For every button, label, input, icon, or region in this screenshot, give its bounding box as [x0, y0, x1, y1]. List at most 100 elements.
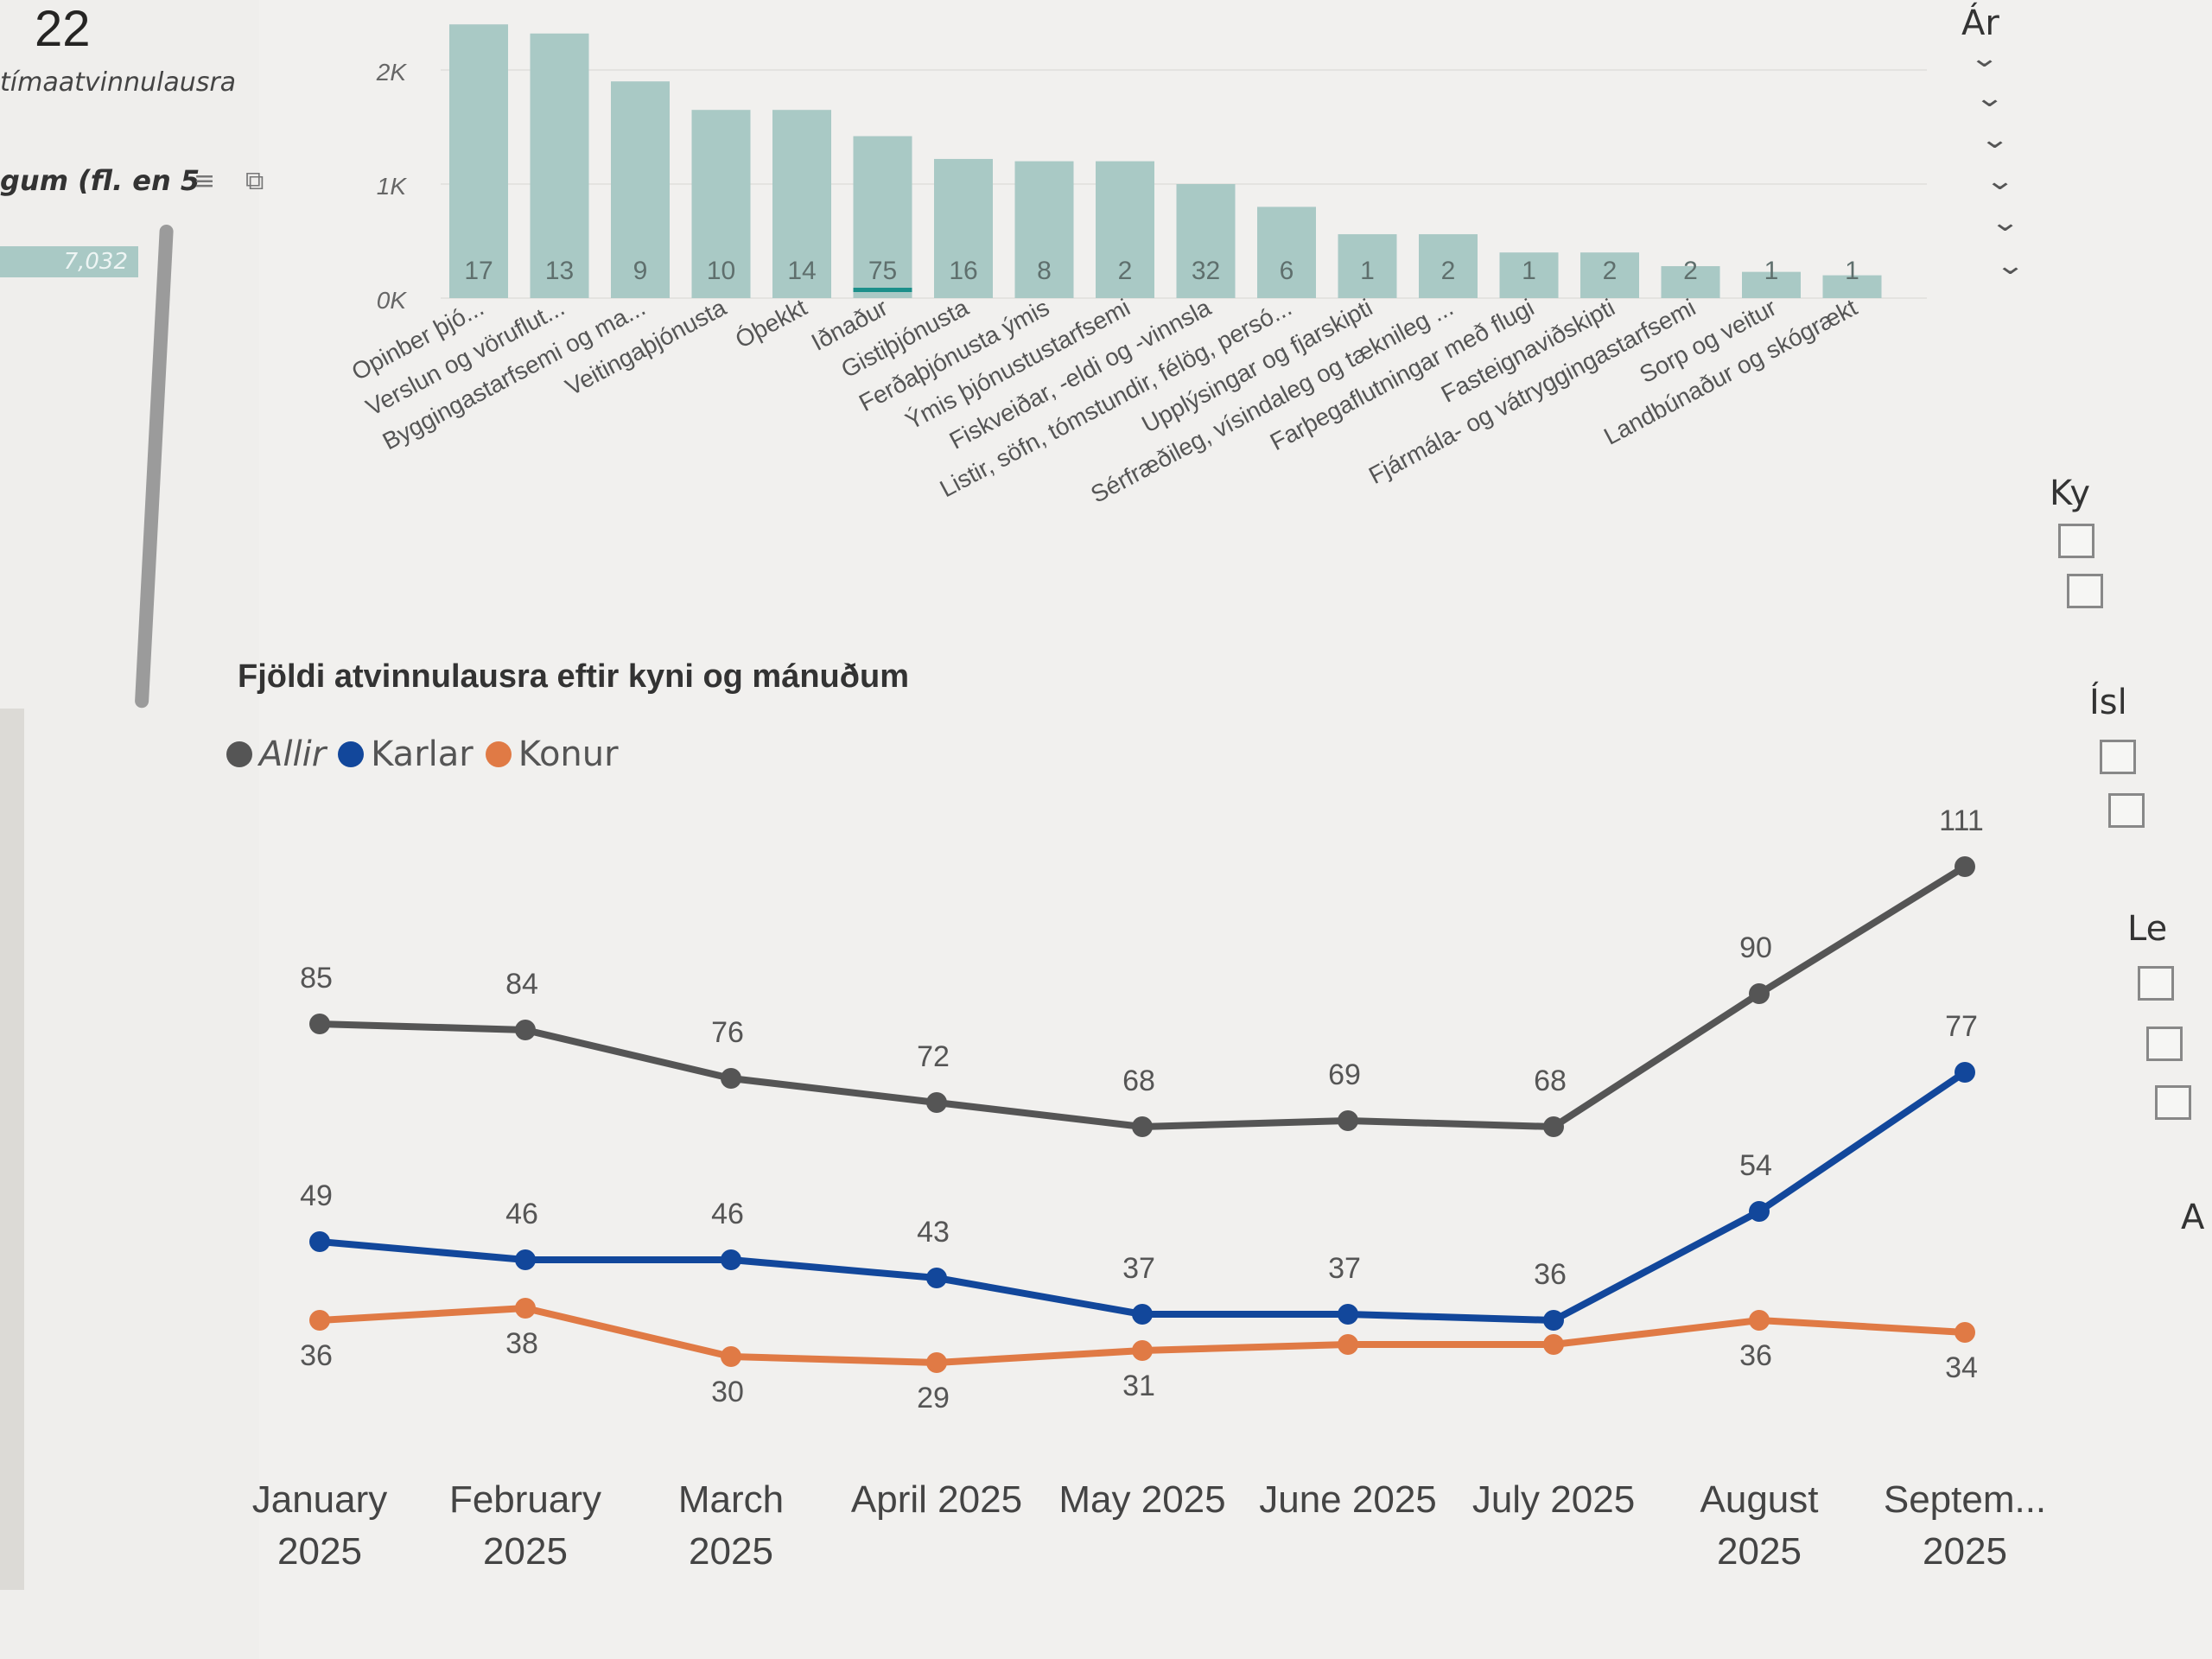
data-point-karlar — [309, 1231, 330, 1252]
legend-item-konur[interactable]: Konur — [485, 734, 619, 774]
data-point-konur — [515, 1298, 536, 1319]
legend-dot-icon — [226, 741, 252, 767]
chevron-down-icon[interactable]: ⌄ — [1979, 124, 2011, 155]
data-label-karlar: 77 — [1945, 1010, 1978, 1043]
data-label-allir: 85 — [300, 962, 333, 995]
line-chart-legend: Allir Karlar Konur — [226, 734, 619, 774]
bar-data-label: 9 — [633, 257, 648, 285]
year-slicer-title: Ár — [1961, 3, 1999, 43]
bar-data-label: 1 — [1522, 257, 1536, 285]
data-label-karlar: 43 — [917, 1216, 950, 1249]
data-point-allir — [1132, 1116, 1153, 1137]
bar-data-label: 2 — [1118, 257, 1133, 285]
legend-dot-icon — [485, 741, 512, 767]
focus-mode-icon[interactable]: ⧉ — [245, 166, 264, 196]
x-axis-label: May 2025 — [1058, 1478, 1225, 1521]
lei-checkbox[interactable] — [2155, 1085, 2191, 1120]
bar — [1661, 266, 1720, 298]
x-axis-label: 2025 — [1717, 1530, 1802, 1573]
legend-label: Konur — [518, 734, 619, 774]
gender-checkbox[interactable] — [2058, 524, 2094, 558]
slicer-panel: Ár ⌄ ⌄ ⌄ ⌄ ⌄ ⌄ Ky Ísl Le A — [1936, 0, 2212, 1659]
bar — [1499, 252, 1559, 298]
data-label-allir: 76 — [711, 1016, 744, 1049]
kpi-label: tímaatvinnulausra — [0, 67, 237, 98]
data-label-allir: 68 — [1534, 1065, 1567, 1097]
x-axis-label: August — [1700, 1478, 1819, 1521]
bar-data-label: 13 — [545, 257, 574, 285]
bar — [853, 136, 912, 298]
data-label-allir: 90 — [1739, 931, 1772, 964]
data-point-karlar — [926, 1268, 947, 1288]
data-label-allir: 84 — [505, 968, 538, 1001]
x-axis-label: January — [252, 1478, 388, 1521]
bar-data-label: 32 — [1192, 257, 1220, 285]
a-slicer-title: A — [2181, 1198, 2205, 1237]
filter-label: gum (fl. en 5 — [0, 164, 200, 197]
data-point-allir — [1543, 1116, 1564, 1137]
data-point-konur — [1955, 1322, 1975, 1343]
kpi-value: 22 — [35, 1, 91, 57]
nationality-checkbox[interactable] — [2100, 740, 2136, 774]
data-label-allir: 72 — [917, 1040, 950, 1073]
data-point-karlar — [1543, 1310, 1564, 1331]
chevron-down-icon[interactable]: ⌄ — [1974, 83, 2005, 113]
gender-checkbox[interactable] — [2067, 574, 2103, 608]
chevron-down-icon[interactable]: ⌄ — [1968, 43, 2000, 73]
data-point-konur — [926, 1352, 947, 1373]
bar — [1580, 252, 1639, 298]
gender-month-line-chart: 85 84 76 72 68 69 68 90 111 49 46 46 43 37 37 36 54 77 36 3… — [252, 804, 2046, 1573]
x-axis-label: February — [449, 1478, 601, 1521]
bar-y-tick-label: 1K — [377, 173, 408, 200]
nationality-checkbox[interactable] — [2108, 793, 2145, 828]
data-point-konur — [1338, 1334, 1358, 1355]
chevron-down-icon[interactable]: ⌄ — [1984, 166, 2016, 196]
chevron-down-icon[interactable]: ⌄ — [1989, 207, 2021, 238]
data-label-karlar: 37 — [1328, 1252, 1361, 1285]
data-point-karlar — [1338, 1304, 1358, 1325]
line-chart-title: Fjöldi atvinnulausra eftir kyni og mánuð… — [238, 658, 909, 695]
legend-label: Allir — [259, 734, 327, 774]
data-label-konur: 36 — [300, 1339, 333, 1372]
data-label-konur: 36 — [1739, 1339, 1772, 1372]
x-axis-label: 2025 — [1923, 1530, 2007, 1573]
data-point-karlar — [1955, 1062, 1975, 1083]
data-point-konur — [1543, 1334, 1564, 1355]
legend-item-allir[interactable]: Allir — [226, 734, 326, 774]
data-label-konur: 29 — [917, 1382, 950, 1414]
data-label-konur: 34 — [1945, 1351, 1978, 1384]
data-point-allir — [1338, 1110, 1358, 1131]
data-label-karlar: 37 — [1122, 1252, 1155, 1285]
data-label-konur: 31 — [1122, 1370, 1155, 1402]
bar-data-label: 2 — [1441, 257, 1456, 285]
data-label-konur: 30 — [711, 1376, 744, 1408]
x-axis-label: Septem... — [1884, 1478, 2046, 1521]
data-point-allir — [515, 1020, 536, 1040]
bar-data-label: 2 — [1603, 257, 1618, 285]
data-point-allir — [721, 1068, 741, 1089]
data-label-allir: 68 — [1122, 1065, 1155, 1097]
legend-item-karlar[interactable]: Karlar — [338, 734, 474, 774]
data-point-konur — [721, 1346, 741, 1367]
x-axis-label: 2025 — [689, 1530, 773, 1573]
filter-icon[interactable]: ≡ — [194, 166, 216, 196]
bar — [611, 81, 670, 298]
page-edge — [0, 709, 24, 1590]
gender-slicer-title: Ky — [2050, 474, 2090, 513]
data-point-allir — [1955, 856, 1975, 877]
chevron-down-icon[interactable]: ⌄ — [1994, 251, 2026, 281]
data-point-konur — [1132, 1340, 1153, 1361]
data-point-karlar — [515, 1249, 536, 1270]
bar — [1096, 161, 1154, 298]
lei-slicer-title: Le — [2127, 909, 2168, 949]
bar-category-label: Óþekkt — [731, 294, 811, 353]
lei-checkbox[interactable] — [2146, 1027, 2183, 1061]
data-point-konur — [309, 1310, 330, 1331]
scrollbar-thumb[interactable] — [134, 224, 174, 709]
lei-checkbox[interactable] — [2138, 966, 2174, 1001]
bar-data-label: 6 — [1280, 257, 1294, 285]
bar — [691, 110, 751, 298]
bar-data-label: 17 — [464, 257, 493, 285]
data-label-karlar: 46 — [505, 1198, 538, 1230]
